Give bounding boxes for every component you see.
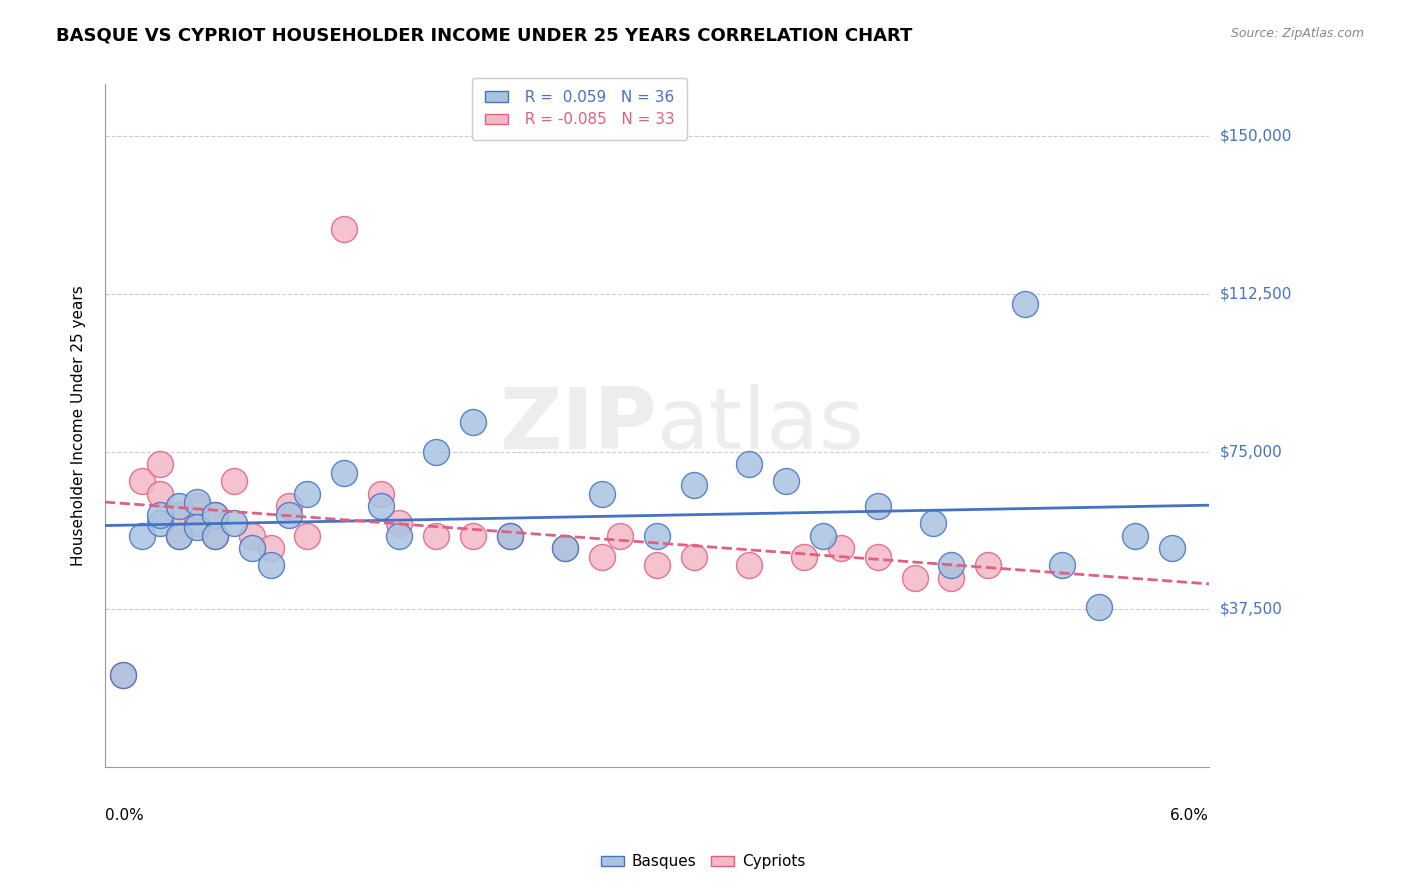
Point [131,529,153,543]
Point [682,549,704,564]
Point [333,466,356,480]
Point [554,541,576,556]
Point [425,529,447,543]
Point [682,478,704,492]
Point [167,508,190,522]
Text: $37,500: $37,500 [1220,602,1284,617]
Point [167,500,190,514]
Point [793,549,815,564]
Point [186,520,208,534]
Text: 6.0%: 6.0% [1170,808,1209,823]
Point [775,474,797,488]
Text: Source: ZipAtlas.com: Source: ZipAtlas.com [1230,27,1364,40]
Point [149,516,172,531]
Point [738,558,761,573]
Point [186,495,208,509]
Point [370,500,392,514]
Point [204,508,226,522]
Point [149,458,172,472]
Point [112,667,135,681]
Point [204,508,226,522]
Point [149,508,172,522]
Point [830,541,852,556]
Point [370,487,392,501]
Point [941,571,963,585]
Point [499,529,522,543]
Text: $150,000: $150,000 [1220,128,1292,144]
Point [1087,600,1109,615]
Point [645,558,668,573]
Point [499,529,522,543]
Point [1050,558,1073,573]
Point [1125,529,1147,543]
Point [222,474,245,488]
Point [461,415,484,429]
Point [425,444,447,458]
Point [259,541,281,556]
Y-axis label: Householder Income Under 25 years: Householder Income Under 25 years [72,285,86,566]
Point [1161,541,1184,556]
Point [186,516,208,531]
Point [1014,297,1036,311]
Point [131,474,153,488]
Point [591,549,613,564]
Point [554,541,576,556]
Point [977,558,1000,573]
Text: ZIP: ZIP [499,384,657,467]
Point [297,529,319,543]
Point [222,516,245,531]
Point [388,516,411,531]
Point [811,529,834,543]
Point [167,529,190,543]
Point [866,500,889,514]
Point [259,558,281,573]
Point [904,571,927,585]
Point [149,487,172,501]
Point [167,529,190,543]
Point [866,549,889,564]
Point [922,516,945,531]
Point [112,667,135,681]
Text: $75,000: $75,000 [1220,444,1282,459]
Point [278,508,301,522]
Text: 0.0%: 0.0% [105,808,143,823]
Point [186,500,208,514]
Point [278,500,301,514]
Point [645,529,668,543]
Point [941,558,963,573]
Text: BASQUE VS CYPRIOT HOUSEHOLDER INCOME UNDER 25 YEARS CORRELATION CHART: BASQUE VS CYPRIOT HOUSEHOLDER INCOME UND… [56,27,912,45]
Point [297,487,319,501]
Point [609,529,631,543]
Point [591,487,613,501]
Point [388,529,411,543]
Text: $112,500: $112,500 [1220,286,1292,301]
Point [333,221,356,235]
Point [240,529,263,543]
Point [204,529,226,543]
Point [240,541,263,556]
Legend:   R =  0.059   N = 36,   R = -0.085   N = 33: R = 0.059 N = 36, R = -0.085 N = 33 [472,78,688,139]
Legend: Basques, Cypriots: Basques, Cypriots [595,848,811,875]
Text: atlas: atlas [657,384,865,467]
Point [461,529,484,543]
Point [204,529,226,543]
Point [738,458,761,472]
